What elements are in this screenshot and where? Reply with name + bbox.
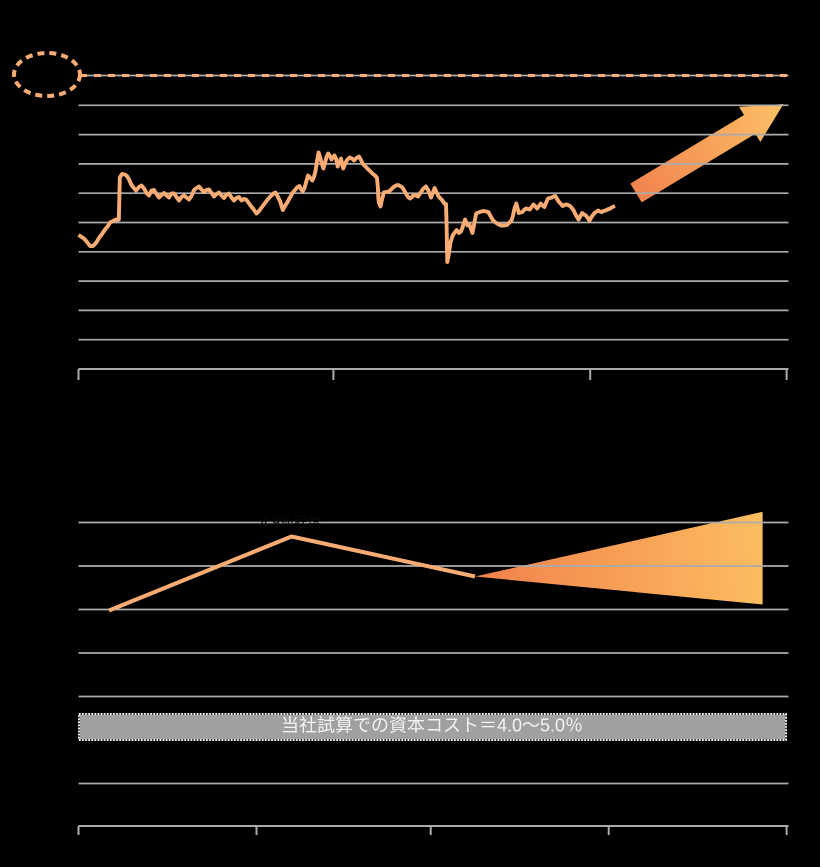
svg-text:当社試算での資本コスト＝4.0〜5.0％: 当社試算での資本コスト＝4.0〜5.0％ xyxy=(281,716,583,736)
svg-text:4.9％程度: 4.9％程度 xyxy=(260,514,321,530)
